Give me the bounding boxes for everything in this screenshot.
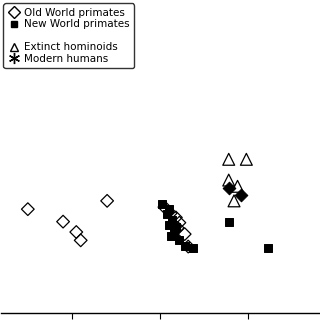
Legend: Old World primates, New World primates, , Extinct hominoids, Modern humans: Old World primates, New World primates, … <box>4 4 134 68</box>
Point <box>191 245 196 250</box>
Point <box>162 204 167 210</box>
Point <box>265 245 270 250</box>
Point <box>166 222 172 227</box>
Point <box>182 232 187 237</box>
Point <box>226 178 231 183</box>
Point <box>238 192 244 197</box>
Point <box>231 198 236 204</box>
Point <box>235 63 240 68</box>
Point <box>244 157 249 162</box>
Point <box>105 198 110 204</box>
Point <box>168 234 173 239</box>
Point <box>159 201 164 206</box>
Point <box>175 225 180 230</box>
Point <box>226 157 231 162</box>
Point <box>235 184 240 189</box>
Point <box>173 224 179 229</box>
Point <box>78 238 83 243</box>
Point <box>172 229 177 235</box>
Point <box>74 229 79 235</box>
Point <box>173 215 179 220</box>
Point <box>177 238 182 243</box>
Point <box>170 217 175 222</box>
Point <box>166 207 172 212</box>
Point <box>177 220 182 225</box>
Point <box>226 219 231 224</box>
Point <box>168 211 173 216</box>
Point <box>226 186 231 191</box>
Point <box>60 219 66 224</box>
Point <box>164 212 170 217</box>
Point <box>25 207 30 212</box>
Point <box>182 243 187 248</box>
Point <box>186 244 191 249</box>
